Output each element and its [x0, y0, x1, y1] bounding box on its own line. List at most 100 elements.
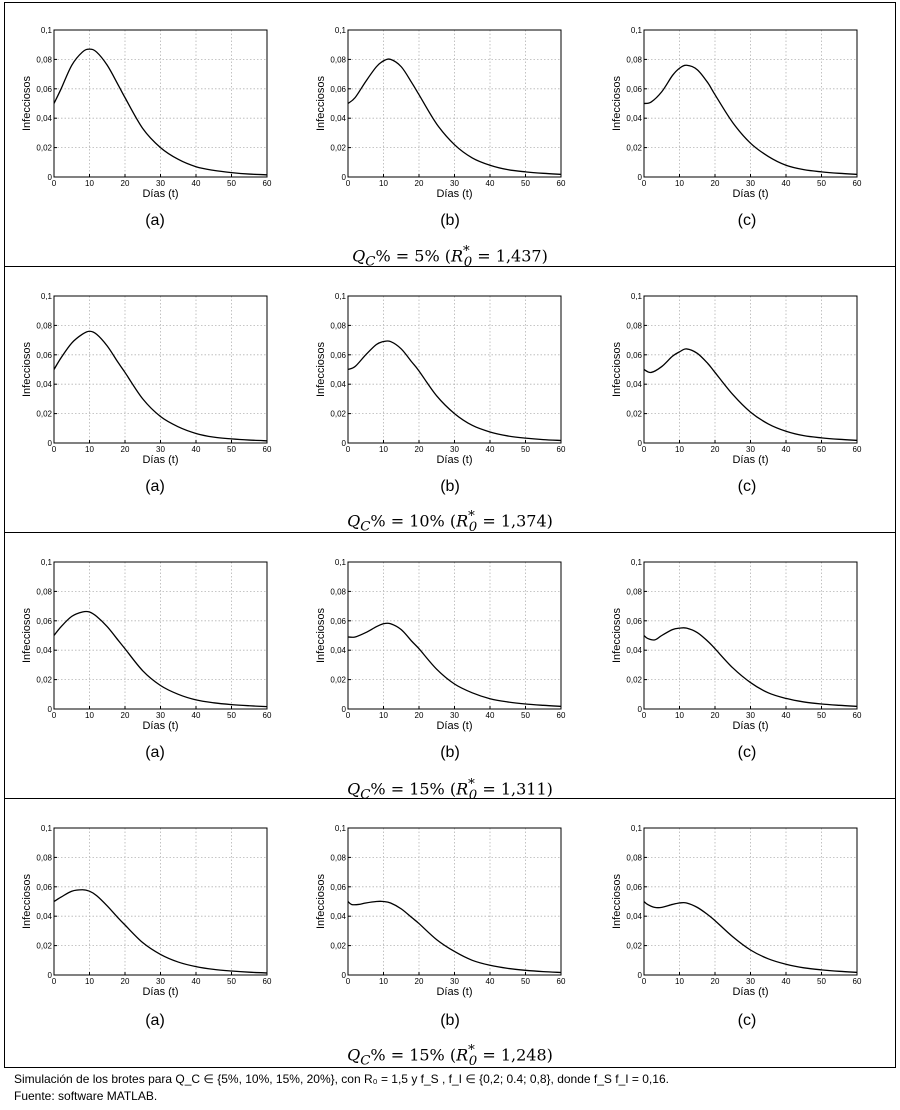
y-tick-label: 0,02 [36, 410, 52, 419]
x-tick-label: 40 [486, 179, 495, 188]
y-tick-label: 0,06 [36, 883, 52, 892]
x-tick-label: 30 [746, 977, 755, 986]
x-tick-label: 0 [642, 977, 647, 986]
y-tick-label: 0 [638, 971, 643, 980]
line-chart-9: 0 10 20 30 40 50 60 0 0,02 0,04 0,06 0,08 0,1 Días (t… [611, 558, 862, 732]
panel-label: (c) [737, 478, 757, 495]
x-tick-label: 50 [521, 977, 530, 986]
y-tick-label: 0,04 [36, 912, 52, 921]
x-tick-label: 30 [746, 179, 755, 188]
y-tick-label: 0,1 [335, 26, 347, 35]
caption-r: R [456, 779, 469, 799]
x-axis-label: Días (t) [142, 720, 178, 732]
x-tick-label: 50 [521, 711, 530, 720]
series-line-infecciosos [643, 901, 858, 973]
y-tick-label: 0,04 [626, 380, 642, 389]
y-tick-label: 0,06 [330, 617, 346, 626]
panel-label: (b) [440, 1012, 460, 1029]
x-axis-label: Días (t) [732, 454, 768, 466]
y-tick-label: 0,04 [36, 380, 52, 389]
x-tick-label: 30 [156, 711, 165, 720]
y-tick-label: 0,1 [41, 824, 53, 833]
x-tick-label: 40 [192, 445, 201, 454]
x-tick-label: 60 [853, 977, 862, 986]
x-tick-label: 30 [746, 445, 755, 454]
panel-label: (b) [440, 212, 460, 229]
y-tick-label: 0,1 [631, 26, 643, 35]
y-tick-label: 0 [342, 971, 347, 980]
x-tick-label: 30 [450, 977, 459, 986]
x-tick-label: 20 [415, 179, 424, 188]
x-tick-label: 60 [557, 179, 566, 188]
y-tick-label: 0 [638, 705, 643, 714]
x-tick-label: 20 [121, 711, 130, 720]
x-tick-label: 40 [782, 445, 791, 454]
x-tick-label: 0 [642, 179, 647, 188]
y-axis-label: Infecciosos [315, 75, 327, 131]
line-chart-5: 0 10 20 30 40 50 60 0 0,02 0,04 0,06 0,08 0,1 Días (t… [315, 292, 566, 466]
y-tick-label: 0 [342, 705, 347, 714]
series-line-infecciosos [53, 48, 268, 176]
y-tick-label: 0,06 [36, 617, 52, 626]
x-tick-label: 10 [675, 711, 684, 720]
x-tick-label: 10 [379, 179, 388, 188]
caption-q: Q [347, 511, 361, 531]
y-tick-label: 0,02 [36, 676, 52, 685]
series-line-infecciosos [643, 348, 858, 441]
x-tick-label: 20 [711, 445, 720, 454]
caption-rest: % = 15% ( [370, 779, 457, 799]
line-chart-1: 0 10 20 30 40 50 60 0 0,02 0,04 0,06 0,08 0,1 Días (t… [21, 26, 272, 200]
x-tick-label: 10 [379, 711, 388, 720]
y-tick-label: 0,02 [330, 410, 346, 419]
y-tick-label: 0,1 [631, 558, 643, 567]
caption-row-1: QC% = 5% (R*0 = 1,437) [0, 244, 900, 270]
x-axis-label: Días (t) [732, 986, 768, 998]
y-tick-label: 0,1 [41, 558, 53, 567]
panel-label: (b) [440, 478, 460, 495]
x-axis-label: Días (t) [436, 454, 472, 466]
panel-label: (a) [145, 744, 165, 761]
x-tick-label: 30 [450, 711, 459, 720]
line-chart-11: 0 10 20 30 40 50 60 0 0,02 0,04 0,06 0,08 0,1 Días (t… [315, 824, 566, 998]
caption-r-sup: * [463, 244, 470, 259]
caption-value: = 1,311) [477, 779, 553, 799]
series-line-infecciosos [53, 889, 268, 974]
y-axis-label: Infecciosos [611, 75, 623, 131]
y-axis-label: Infecciosos [21, 75, 33, 131]
x-tick-label: 20 [711, 179, 720, 188]
caption-r: R [451, 246, 464, 266]
panel-label: (c) [737, 744, 757, 761]
x-tick-label: 10 [379, 445, 388, 454]
x-tick-label: 60 [557, 977, 566, 986]
x-tick-label: 20 [121, 977, 130, 986]
y-axis-label: Infecciosos [611, 873, 623, 929]
x-tick-label: 20 [415, 711, 424, 720]
x-tick-label: 20 [711, 977, 720, 986]
y-tick-label: 0,06 [330, 351, 346, 360]
y-tick-label: 0,08 [330, 55, 346, 64]
x-tick-label: 50 [227, 179, 236, 188]
y-tick-label: 0,06 [36, 85, 52, 94]
y-tick-label: 0,02 [330, 676, 346, 685]
x-tick-label: 10 [85, 977, 94, 986]
y-tick-label: 0 [342, 173, 347, 182]
line-chart-12: 0 10 20 30 40 50 60 0 0,02 0,04 0,06 0,08 0,1 Días (t… [611, 824, 862, 998]
line-chart-10: 0 10 20 30 40 50 60 0 0,02 0,04 0,06 0,08 0,1 Días (t… [21, 824, 272, 998]
x-tick-label: 50 [817, 445, 826, 454]
y-tick-label: 0,02 [626, 410, 642, 419]
x-tick-label: 0 [52, 445, 57, 454]
x-tick-label: 0 [642, 445, 647, 454]
caption-row-2: QC% = 10% (R*0 = 1,374) [0, 509, 900, 535]
series-line-infecciosos [643, 64, 858, 175]
x-tick-label: 40 [192, 977, 201, 986]
line-chart-8: 0 10 20 30 40 50 60 0 0,02 0,04 0,06 0,08 0,1 Días (t… [315, 558, 566, 732]
series-line-infecciosos [643, 627, 858, 707]
x-tick-label: 30 [156, 445, 165, 454]
x-axis-label: Días (t) [142, 986, 178, 998]
y-tick-label: 0,04 [626, 912, 642, 921]
x-tick-label: 50 [817, 977, 826, 986]
x-axis-label: Días (t) [142, 188, 178, 200]
x-tick-label: 60 [853, 445, 862, 454]
caption-r-sub: 0 [463, 254, 473, 270]
y-tick-label: 0,08 [330, 321, 346, 330]
